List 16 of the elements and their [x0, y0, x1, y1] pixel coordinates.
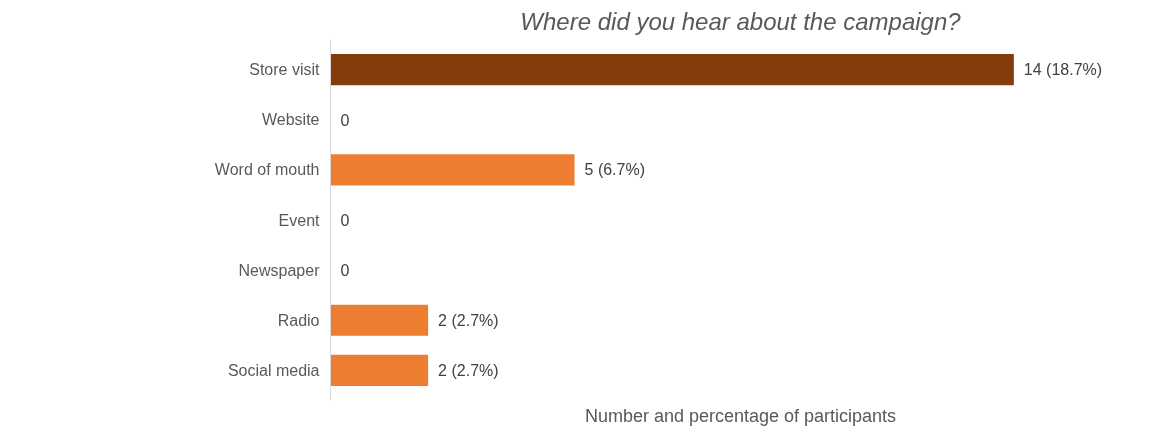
data-label: 0 [340, 111, 350, 129]
y-tick-label: Website [261, 111, 320, 129]
data-label: 0 [340, 262, 350, 280]
y-tick-label: Store visit [249, 61, 321, 79]
y-tick-label: Word of mouth [214, 161, 320, 179]
y-tick-label: Event [278, 211, 321, 229]
data-label: 2 (2.7%) [438, 361, 499, 379]
x-axis-title: Number and percentage of participants [584, 405, 897, 426]
y-tick-label: Newspaper [238, 261, 321, 279]
data-label: 14 (18.7%) [1023, 61, 1103, 79]
chart-title: Where did you hear about the campaign? [520, 7, 962, 35]
y-tick-label: Social media [227, 361, 320, 379]
data-label: 2 (2.7%) [438, 311, 499, 329]
data-label: 0 [340, 212, 350, 229]
y-tick-label: Radio [277, 311, 320, 329]
data-label: 5 (6.7%) [584, 161, 646, 179]
